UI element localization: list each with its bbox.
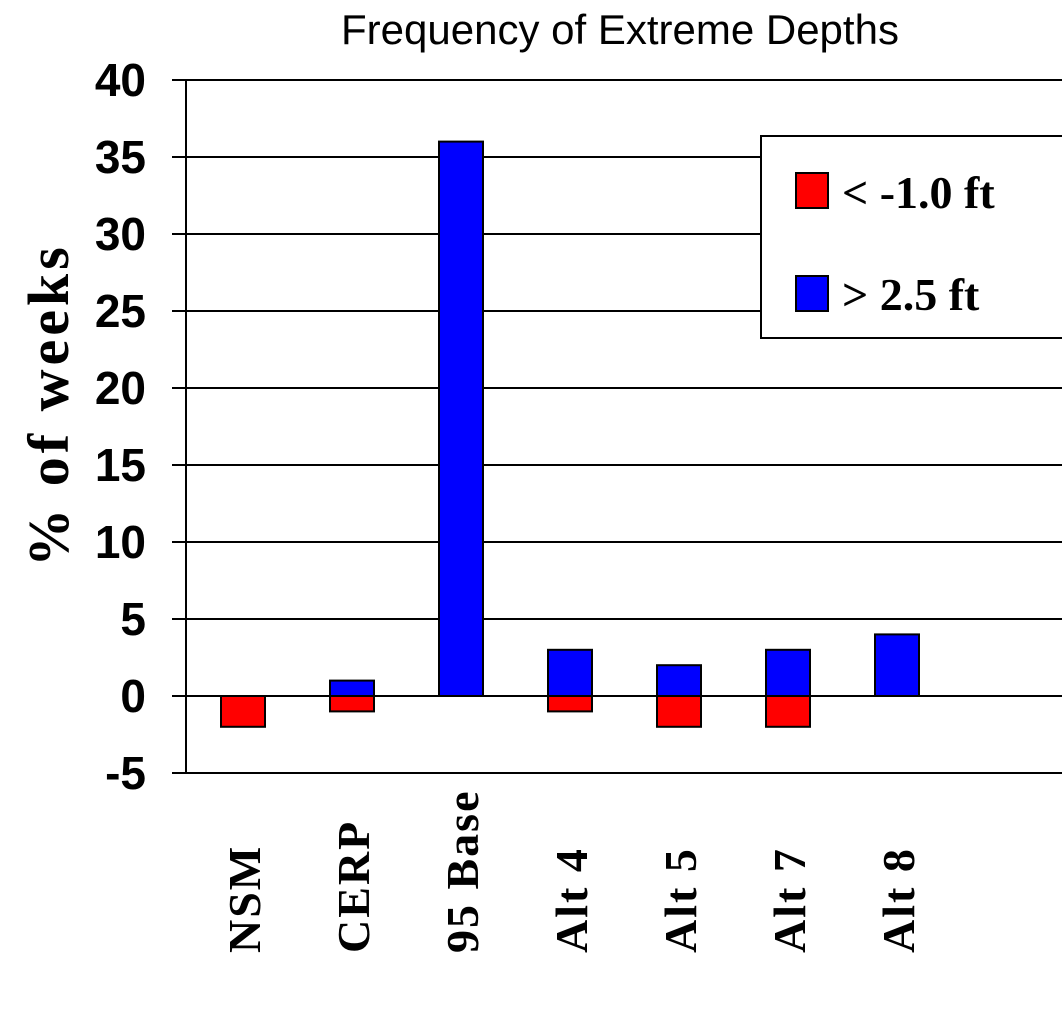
y-tick-label-1: 0	[120, 670, 146, 722]
x-tick-labels: NSM CERP 95 Base Alt 4 Alt 5 Alt 7 Alt 8	[219, 790, 924, 954]
y-tick-label-5: 20	[95, 362, 146, 414]
bar-below-5	[765, 695, 811, 728]
bar-above-3	[547, 648, 593, 697]
legend-label-below: < -1.0 ft	[842, 167, 995, 218]
legend-label-above: > 2.5 ft	[842, 269, 980, 320]
y-tick-label-6: 25	[95, 285, 146, 337]
bar-above-1	[329, 679, 375, 697]
legend-swatch-below	[795, 172, 829, 209]
y-tick-label-4: 15	[95, 439, 146, 491]
y-tick-label-7: 30	[95, 208, 146, 260]
bar-below-4	[656, 695, 702, 728]
bar-above-2	[438, 140, 484, 698]
y-tick-label-3: 10	[95, 516, 146, 568]
bar-below-3	[547, 695, 593, 713]
x-tick-label-0: NSM	[219, 845, 270, 953]
chart-title: Frequency of Extreme Depths	[341, 6, 899, 53]
bar-above-6	[874, 633, 920, 698]
x-tick-label-5: Alt 7	[764, 847, 815, 953]
x-tick-label-6: Alt 8	[873, 847, 924, 953]
bars	[220, 140, 920, 728]
x-tick-label-4: Alt 5	[655, 847, 706, 953]
bar-above-5	[765, 648, 811, 697]
y-tick-label-9: 40	[95, 54, 146, 106]
axes	[185, 80, 1062, 774]
y-tick-label-8: 35	[95, 131, 146, 183]
legend-swatch-above	[795, 275, 829, 312]
y-tick-label-2: 5	[120, 593, 146, 645]
bar-below-0	[220, 695, 266, 728]
y-axis-label: % of weeks	[16, 243, 81, 567]
x-tick-label-3: Alt 4	[546, 847, 597, 953]
legend: < -1.0 ft > 2.5 ft	[760, 135, 1062, 339]
y-tick-labels: -5 0 5 10 15 20 25 30 35 40	[95, 54, 146, 799]
x-tick-label-2: 95 Base	[437, 790, 488, 954]
bar-above-4	[656, 664, 702, 698]
bar-below-1	[329, 695, 375, 713]
x-tick-label-1: CERP	[328, 820, 379, 953]
y-tick-label-0: -5	[105, 747, 146, 799]
